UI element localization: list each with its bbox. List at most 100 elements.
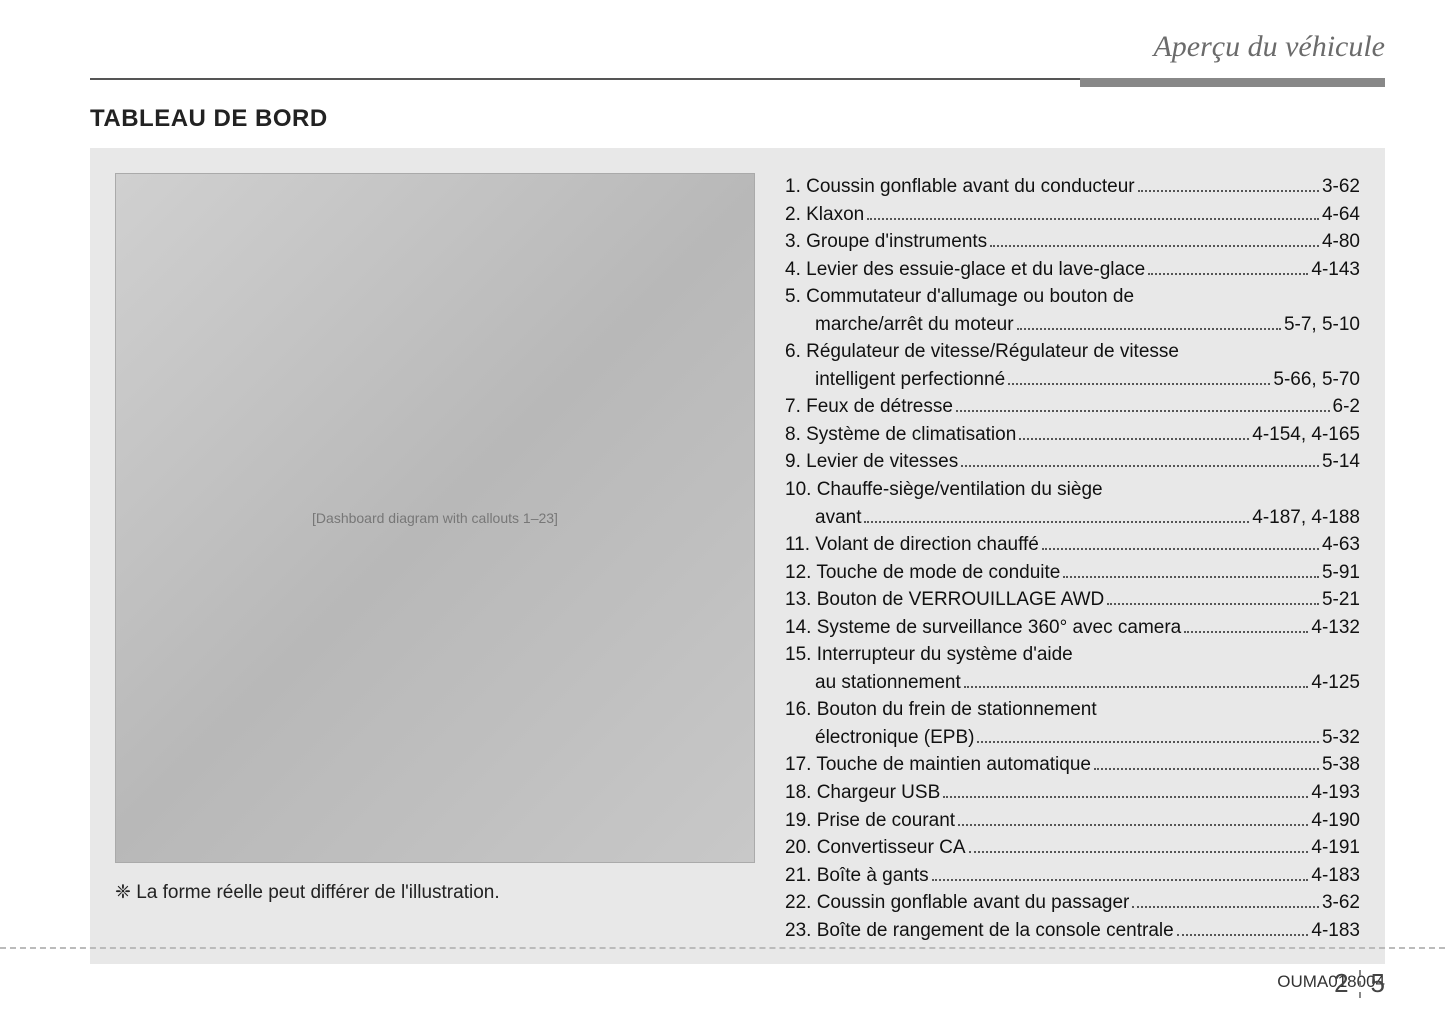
leader-dots — [1063, 576, 1319, 578]
index-item: 12. Touche de mode de conduite 5-91 — [785, 559, 1360, 587]
index-item-page: 4-154, 4-165 — [1252, 421, 1360, 449]
index-item-page: 5-38 — [1322, 751, 1360, 779]
index-item: 7. Feux de détresse 6-2 — [785, 393, 1360, 421]
leader-dots — [864, 521, 1249, 523]
index-item-label: 3. Groupe d'instruments — [785, 228, 987, 256]
index-item-label: 5. Commutateur d'allumage ou bouton de — [785, 283, 1134, 311]
leader-dots — [956, 410, 1330, 412]
index-item-label: 1. Coussin gonflable avant du conducteur — [785, 173, 1135, 201]
index-item: 8. Système de climatisation 4-154, 4-165 — [785, 421, 1360, 449]
index-list: 1. Coussin gonflable avant du conducteur… — [785, 173, 1360, 944]
index-item-page: 4-80 — [1322, 228, 1360, 256]
index-item-label: 8. Système de climatisation — [785, 421, 1016, 449]
index-item-label: 17. Touche de maintien automatique — [785, 751, 1091, 779]
index-item-page: 4-132 — [1311, 614, 1360, 642]
index-item-label: 9. Levier de vitesses — [785, 448, 958, 476]
index-item-label: 19. Prise de courant — [785, 807, 955, 835]
leader-dots — [969, 851, 1309, 853]
index-item-page: 4-187, 4-188 — [1252, 504, 1360, 532]
index-item-page: 4-183 — [1311, 862, 1360, 890]
index-item-label: 12. Touche de mode de conduite — [785, 559, 1060, 587]
index-item-page: 3-62 — [1322, 889, 1360, 917]
index-item: 19. Prise de courant 4-190 — [785, 807, 1360, 835]
page-number-page: 5 — [1371, 968, 1385, 999]
index-item: 13. Bouton de VERROUILLAGE AWD 5-21 — [785, 586, 1360, 614]
index-item-continuation: marche/arrêt du moteur 5-7, 5-10 — [785, 311, 1360, 339]
index-item-page: 4-183 — [1311, 917, 1360, 945]
manual-page: Aperçu du véhicule TABLEAU DE BORD [Dash… — [0, 0, 1445, 1019]
index-item-continuation: avant 4-187, 4-188 — [785, 504, 1360, 532]
leader-dots — [1042, 548, 1319, 550]
leader-dots — [943, 796, 1308, 798]
section-title: TABLEAU DE BORD — [90, 105, 1385, 133]
header-rule — [90, 78, 1385, 80]
index-item: 16. Bouton du frein de stationnement — [785, 696, 1360, 724]
index-item-label: 18. Chargeur USB — [785, 779, 940, 807]
index-item-page: 3-62 — [1322, 173, 1360, 201]
footnote-symbol: ❈ — [115, 882, 131, 903]
index-item: 14. Systeme de surveillance 360° avec ca… — [785, 614, 1360, 642]
page-number: 2 5 — [1334, 968, 1385, 999]
index-item: 17. Touche de maintien automatique 5-38 — [785, 751, 1360, 779]
page-number-divider — [1359, 970, 1361, 998]
index-item-page: 4-143 — [1311, 256, 1360, 284]
leader-dots — [958, 824, 1308, 826]
index-item: 18. Chargeur USB4-193 — [785, 779, 1360, 807]
index-item-label: 14. Systeme de surveillance 360° avec ca… — [785, 614, 1181, 642]
index-item-page: 5-32 — [1322, 724, 1360, 752]
dashboard-diagram: [Dashboard diagram with callouts 1–23] — [115, 173, 755, 863]
index-item: 6. Régulateur de vitesse/Régulateur de v… — [785, 338, 1360, 366]
index-item-continuation: intelligent perfectionné 5-66, 5-70 — [785, 366, 1360, 394]
index-item-cont-label: électronique (EPB) — [785, 724, 974, 752]
diagram-placeholder-text: [Dashboard diagram with callouts 1–23] — [312, 510, 558, 526]
image-code: OUMA018004 — [90, 972, 1385, 992]
index-item-continuation: au stationnement4-125 — [785, 669, 1360, 697]
index-item-cont-label: marche/arrêt du moteur — [785, 311, 1014, 339]
page-number-chapter: 2 — [1334, 968, 1348, 999]
leader-dots — [977, 741, 1319, 743]
index-item: 5. Commutateur d'allumage ou bouton de — [785, 283, 1360, 311]
index-item-page: 6-2 — [1333, 393, 1360, 421]
index-item-page: 4-63 — [1322, 531, 1360, 559]
footnote-text: La forme réelle peut différer de l'illus… — [136, 882, 499, 903]
leader-dots — [964, 686, 1309, 688]
index-item-page: 4-64 — [1322, 201, 1360, 229]
index-item: 4. Levier des essuie-glace et du lave-gl… — [785, 256, 1360, 284]
leader-dots — [1177, 934, 1309, 936]
index-item-page: 5-21 — [1322, 586, 1360, 614]
leader-dots — [1008, 383, 1270, 385]
header-title: Aperçu du véhicule — [1153, 30, 1385, 64]
leader-dots — [1184, 631, 1308, 633]
index-item: 10. Chauffe-siège/ventilation du siège — [785, 476, 1360, 504]
leader-dots — [961, 465, 1319, 467]
index-item-page: 5-91 — [1322, 559, 1360, 587]
leader-dots — [867, 218, 1319, 220]
index-item-label: 13. Bouton de VERROUILLAGE AWD — [785, 586, 1104, 614]
index-item-label: 6. Régulateur de vitesse/Régulateur de v… — [785, 338, 1179, 366]
index-item: 2. Klaxon4-64 — [785, 201, 1360, 229]
leader-dots — [1132, 906, 1319, 908]
index-item-cont-label: intelligent perfectionné — [785, 366, 1005, 394]
index-item-continuation: électronique (EPB) 5-32 — [785, 724, 1360, 752]
index-item-label: 7. Feux de détresse — [785, 393, 953, 421]
index-item: 15. Interrupteur du système d'aide — [785, 641, 1360, 669]
index-item: 22. Coussin gonflable avant du passager 3… — [785, 889, 1360, 917]
leader-dots — [1148, 273, 1308, 275]
page-header: Aperçu du véhicule — [90, 30, 1385, 80]
index-item-label: 22. Coussin gonflable avant du passager — [785, 889, 1129, 917]
leader-dots — [990, 245, 1319, 247]
index-item-page: 4-190 — [1311, 807, 1360, 835]
index-item-page: 5-66, 5-70 — [1273, 366, 1360, 394]
index-item-page: 5-14 — [1322, 448, 1360, 476]
index-item-cont-label: avant — [785, 504, 861, 532]
index-item-page: 4-191 — [1311, 834, 1360, 862]
content-box: [Dashboard diagram with callouts 1–23] ❈… — [90, 148, 1385, 964]
index-item-page: 5-7, 5-10 — [1284, 311, 1360, 339]
index-item-label: 15. Interrupteur du système d'aide — [785, 641, 1073, 669]
index-item-label: 4. Levier des essuie-glace et du lave-gl… — [785, 256, 1145, 284]
index-item-label: 16. Bouton du frein de stationnement — [785, 696, 1097, 724]
index-item: 3. Groupe d'instruments 4-80 — [785, 228, 1360, 256]
index-item: 21. Boîte à gants4-183 — [785, 862, 1360, 890]
index-item-page: 4-125 — [1311, 669, 1360, 697]
index-item-label: 23. Boîte de rangement de la console cen… — [785, 917, 1174, 945]
